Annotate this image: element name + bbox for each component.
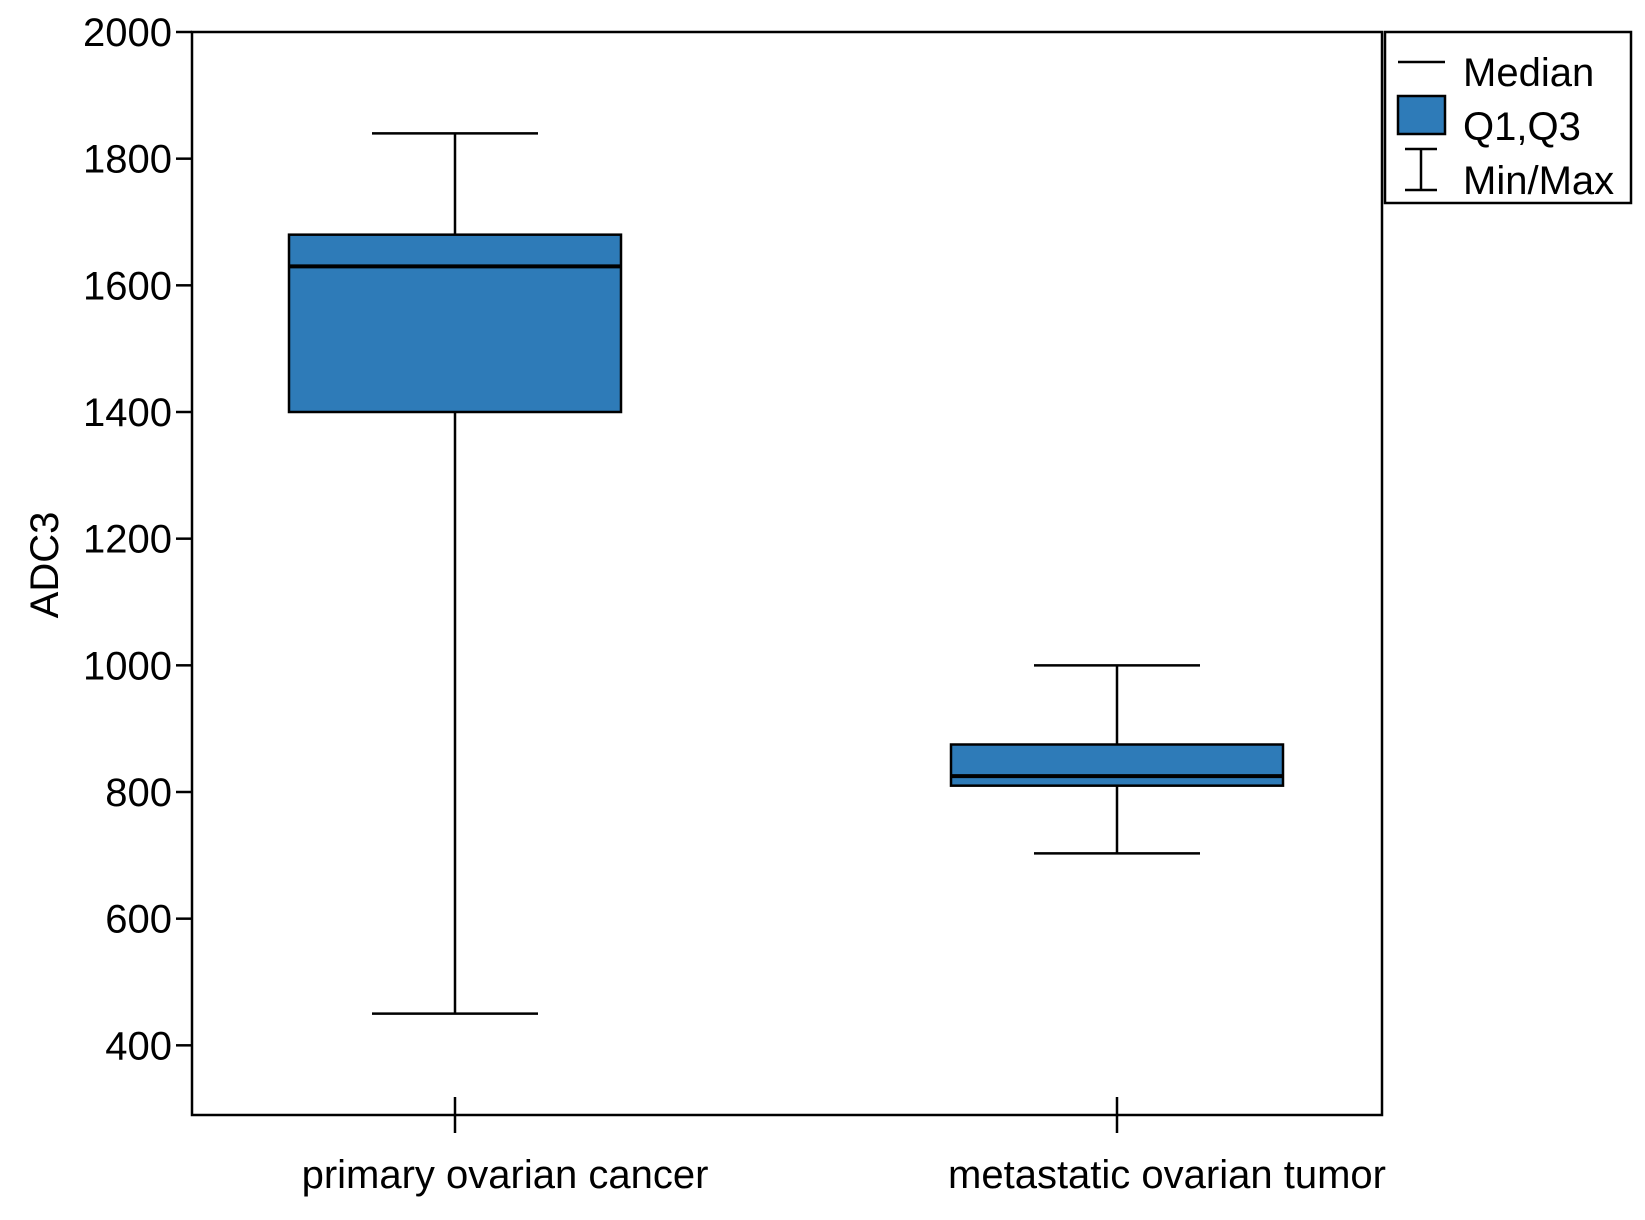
iqr-box [949,743,1285,787]
y-axis-title: ADC3 [23,512,67,619]
y-tick-label-1600: 1600 [83,264,172,308]
y-tick-label-1000: 1000 [83,644,172,688]
legend: Median Q1,Q3 Min/Max [1383,30,1633,205]
y-tick-label-1800: 1800 [83,138,172,182]
x-tick-label-1: metastatic ovarian tumor [948,1153,1386,1197]
legend-q1q3-symbol [1396,94,1447,136]
plot-area [190,30,1384,1117]
legend-minmax-label: Min/Max [1463,159,1614,203]
box-metastatic-ovarian-tumor [949,664,1285,855]
legend-minmax-symbol [1405,147,1437,192]
legend-q1q3-label: Q1,Q3 [1463,105,1581,149]
y-tick-label-600: 600 [105,898,172,942]
y-tick-label-1400: 1400 [83,391,172,435]
boxes-group [287,132,1285,1015]
box-primary-ovarian-cancer [287,132,623,1015]
iqr-box [287,233,623,414]
y-tick-label-1200: 1200 [83,518,172,562]
x-axis: primary ovarian cancer metastatic ovarian… [302,1097,1386,1197]
legend-median-label: Median [1463,51,1594,95]
y-tick-label-400: 400 [105,1024,172,1068]
x-tick-label-0: primary ovarian cancer [302,1153,709,1197]
y-axis: 400 600 800 1000 1200 1400 1600 1800 2000 [83,11,192,1068]
y-tick-label-2000: 2000 [83,11,172,55]
y-tick-label-800: 800 [105,771,172,815]
